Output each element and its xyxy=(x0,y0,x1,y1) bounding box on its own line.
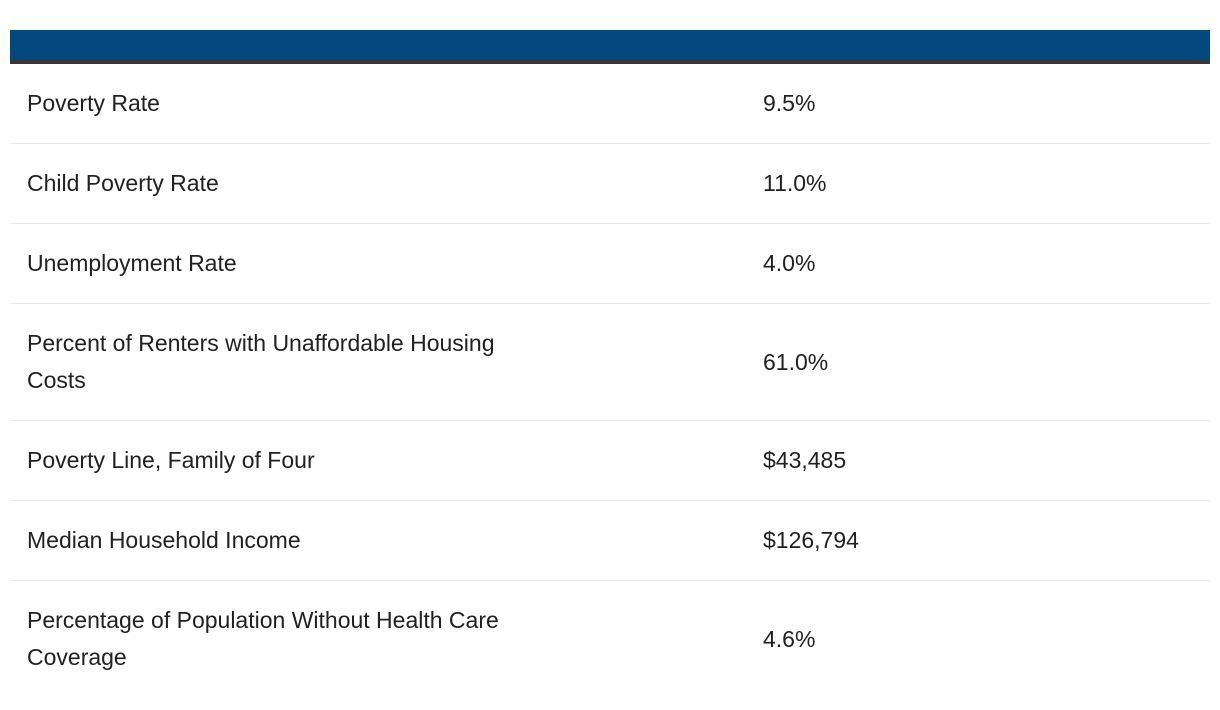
row-label: Percent of Renters with Unaffordable Hou… xyxy=(27,330,495,393)
statistics-table: Poverty Rate 9.5% Child Poverty Rate 11.… xyxy=(10,30,1210,697)
row-value: $126,794 xyxy=(763,527,859,553)
row-label: Child Poverty Rate xyxy=(27,170,219,196)
row-label: Percentage of Population Without Health … xyxy=(27,607,499,670)
row-value: 4.6% xyxy=(763,625,816,652)
table-row: Child Poverty Rate 11.0% xyxy=(10,143,1210,223)
row-label: Poverty Rate xyxy=(27,90,160,116)
table-row: Percent of Renters with Unaffordable Hou… xyxy=(10,303,1210,420)
row-value: 4.0% xyxy=(763,250,816,276)
row-label: Poverty Line, Family of Four xyxy=(27,447,315,473)
table-header-bar xyxy=(10,30,1210,64)
table-row: Percentage of Population Without Health … xyxy=(10,580,1210,697)
row-label: Median Household Income xyxy=(27,527,301,553)
row-value: 61.0% xyxy=(763,348,829,375)
row-label: Unemployment Rate xyxy=(27,250,237,276)
row-value: 9.5% xyxy=(763,90,816,116)
row-value: 11.0% xyxy=(763,170,827,196)
table-row: Unemployment Rate 4.0% xyxy=(10,223,1210,303)
table-row: Poverty Line, Family of Four $43,485 xyxy=(10,420,1210,500)
table-row: Poverty Rate 9.5% xyxy=(10,64,1210,143)
table-row: Median Household Income $126,794 xyxy=(10,500,1210,580)
row-value: $43,485 xyxy=(763,447,847,473)
